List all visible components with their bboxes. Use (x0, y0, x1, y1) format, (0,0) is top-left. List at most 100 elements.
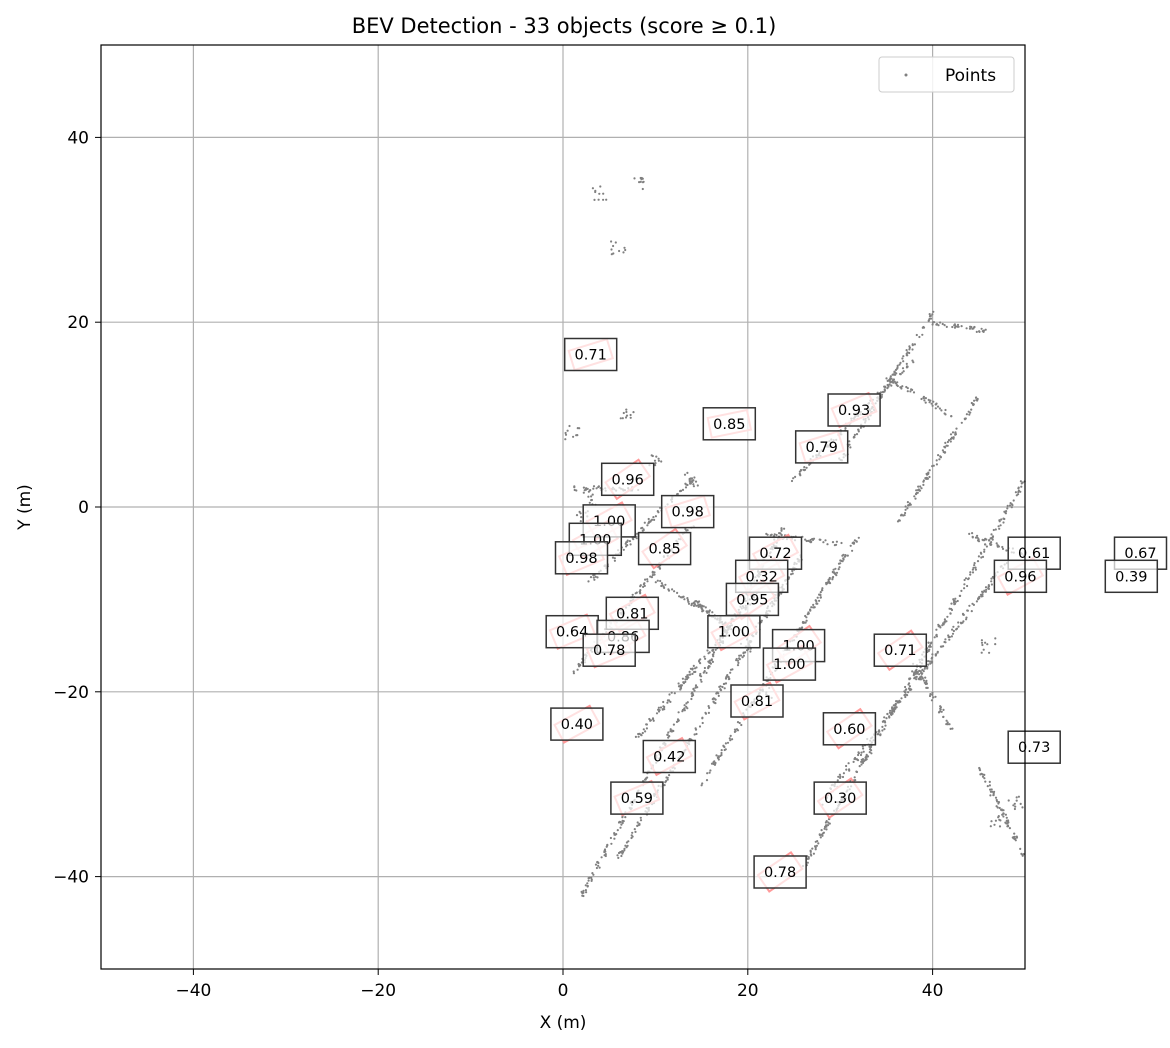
point (706, 772, 709, 775)
point (1002, 809, 1005, 812)
point (639, 591, 642, 594)
point (990, 541, 993, 544)
point (987, 587, 990, 590)
point (977, 538, 980, 541)
point (857, 753, 860, 757)
point (976, 399, 979, 402)
point (914, 671, 918, 674)
point (597, 485, 601, 488)
point (642, 728, 645, 731)
point (591, 493, 594, 496)
point (564, 433, 568, 436)
point (901, 367, 905, 370)
point (572, 672, 576, 675)
point (669, 728, 672, 731)
point (951, 632, 955, 635)
point (886, 712, 889, 716)
point (616, 829, 619, 832)
point (683, 598, 686, 601)
score-label-box (813, 781, 867, 815)
point (708, 706, 711, 710)
point (934, 695, 937, 698)
point (624, 542, 627, 545)
point (701, 721, 704, 725)
point (965, 616, 968, 619)
point (943, 451, 946, 454)
point (596, 861, 599, 864)
score-label: 0.78 (753, 855, 807, 889)
point (696, 484, 699, 487)
point (981, 591, 985, 594)
point (660, 582, 664, 585)
point (915, 489, 918, 492)
point (870, 749, 873, 752)
score-label-box (730, 684, 784, 718)
point (978, 595, 981, 598)
point (991, 575, 995, 579)
point (779, 532, 782, 535)
point (983, 773, 986, 777)
point (698, 603, 702, 606)
x-tick-label: 20 (737, 981, 759, 1001)
point (827, 821, 830, 824)
point (724, 677, 728, 680)
point (667, 731, 670, 734)
point (913, 495, 916, 498)
point (692, 601, 696, 604)
point (651, 574, 654, 577)
point (803, 466, 806, 469)
point (654, 462, 657, 465)
point (908, 348, 911, 351)
point (971, 532, 974, 535)
point (926, 477, 929, 480)
point (862, 750, 865, 753)
point (699, 678, 702, 681)
point (677, 682, 680, 685)
point (1015, 796, 1018, 799)
point (704, 657, 707, 660)
point (880, 393, 884, 396)
point (699, 662, 702, 665)
point (902, 355, 905, 358)
point (883, 728, 886, 731)
point (792, 477, 795, 480)
point (687, 602, 691, 605)
score-label-box (702, 407, 757, 441)
point (1019, 480, 1023, 483)
point (624, 816, 627, 819)
y-axis-label: Y (m) (15, 484, 35, 531)
point (1014, 491, 1018, 494)
score-label: 0.71 (873, 633, 928, 667)
legend: Points (878, 56, 1015, 93)
point (911, 343, 914, 346)
point (1019, 802, 1022, 806)
point (695, 732, 698, 736)
point (980, 639, 984, 642)
point (918, 669, 921, 673)
point (902, 360, 905, 363)
point (940, 645, 943, 648)
point (883, 716, 886, 719)
point (711, 649, 714, 652)
point (706, 649, 709, 652)
point (623, 849, 626, 852)
point (949, 433, 953, 436)
point (637, 732, 640, 736)
point (928, 660, 932, 663)
point (931, 656, 934, 659)
point (954, 597, 957, 600)
point (844, 427, 847, 430)
point (662, 705, 665, 708)
point (717, 758, 720, 761)
point (584, 889, 588, 892)
point (1007, 799, 1010, 802)
point (942, 715, 945, 718)
point (987, 585, 991, 588)
point (707, 711, 711, 715)
point (678, 595, 681, 598)
point (687, 600, 690, 603)
point (1013, 802, 1016, 805)
point (999, 524, 1002, 527)
point (719, 688, 722, 691)
point (807, 539, 810, 543)
